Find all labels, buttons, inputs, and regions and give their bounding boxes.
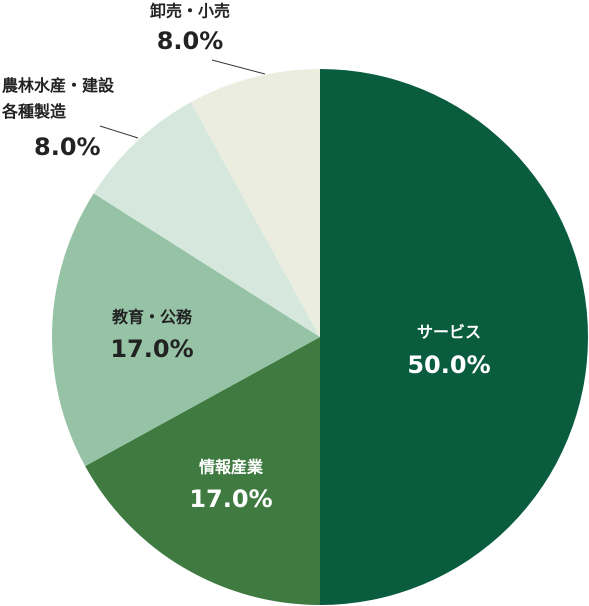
- pie-slice: [320, 69, 588, 605]
- leader-line: [211, 59, 266, 75]
- value-label: 8.0%: [157, 27, 224, 55]
- slice-label: 卸売・小売: [150, 2, 230, 21]
- slice-label: 情報産業: [199, 458, 264, 477]
- pie-slice: [85, 337, 320, 605]
- slice-label: 農林水産・建設各種製造: [1, 76, 115, 121]
- pie-slice: [93, 102, 320, 337]
- leader-line: [99, 125, 139, 139]
- pie-slice: [51, 193, 320, 467]
- slice-label: 教育・公務: [112, 308, 193, 327]
- value-label: 50.0%: [407, 351, 490, 379]
- value-label: 17.0%: [110, 335, 193, 363]
- pie-slice: [190, 69, 320, 337]
- slice-label: サービス: [417, 323, 481, 342]
- value-label: 8.0%: [34, 133, 101, 161]
- value-label: 17.0%: [189, 485, 272, 513]
